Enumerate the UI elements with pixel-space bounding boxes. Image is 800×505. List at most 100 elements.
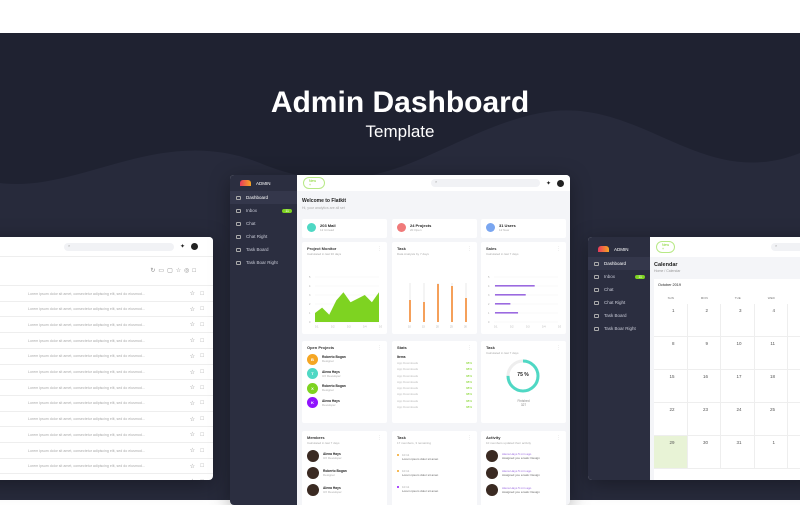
sidebar-item-task-boar-right[interactable]: Task Boar Right [588, 322, 650, 335]
calendar-day[interactable] [788, 436, 800, 469]
star-icon[interactable]: ☆ [190, 400, 195, 407]
more-icon[interactable]: ⋮ [377, 435, 382, 441]
star-icon[interactable]: ☆ [190, 369, 195, 376]
checkbox[interactable]: □ [200, 463, 204, 469]
more-icon[interactable]: ⋮ [556, 345, 561, 351]
calendar-day[interactable]: 9 [688, 337, 722, 370]
calendar-day[interactable]: 25 [755, 403, 789, 436]
calendar-day[interactable]: 31 [721, 436, 755, 469]
new-button[interactable]: New + [656, 241, 675, 253]
folder-icon[interactable]: ▢ [167, 268, 176, 274]
calendar-day[interactable] [788, 403, 800, 436]
mail-row[interactable]: Lorem ipsum dolor sit amet, consectetur … [0, 348, 213, 364]
checkbox[interactable]: □ [200, 369, 204, 375]
star-icon[interactable]: ☆ [190, 447, 195, 454]
calendar-day[interactable]: 30 [688, 436, 722, 469]
star-icon[interactable]: ☆ [190, 416, 195, 423]
calendar-day[interactable]: 4 [755, 304, 789, 337]
calendar-day[interactable] [788, 304, 800, 337]
more-icon[interactable]: ⋮ [377, 345, 382, 351]
checkbox[interactable]: □ [200, 416, 204, 422]
star-icon[interactable]: ☆ [190, 290, 195, 297]
more-icon[interactable]: ⋮ [556, 246, 561, 252]
mail-row[interactable]: AlenaLorem ipsum dolor sit amet, consect… [0, 285, 213, 301]
new-button[interactable]: New + [303, 177, 325, 189]
star-icon[interactable]: ☆ [190, 337, 195, 344]
sidebar-item-task-boar-right[interactable]: Task Boar Right [230, 256, 297, 269]
more-icon[interactable]: ⋮ [467, 246, 472, 252]
sidebar-item-chat-right[interactable]: Chat Right [588, 296, 650, 309]
sidebar-item-task-board[interactable]: Task Board [588, 309, 650, 322]
calendar-day[interactable]: 2 [688, 304, 722, 337]
more-icon[interactable]: ⋮ [377, 246, 382, 252]
search-input[interactable]: ⌕ [64, 243, 174, 251]
checkbox[interactable]: □ [200, 322, 204, 328]
mail-row[interactable]: Lorem ipsum dolor sit amet, consectetur … [0, 364, 213, 380]
mail-row[interactable]: RobertoLorem ipsum dolor sit amet, conse… [0, 316, 213, 332]
calendar-day[interactable] [788, 370, 800, 403]
more-icon[interactable]: ⋮ [556, 435, 561, 441]
calendar-day[interactable]: 15 [654, 370, 688, 403]
checkbox-icon[interactable]: □ [192, 268, 199, 274]
star-icon[interactable]: ☆ [190, 321, 195, 328]
sidebar-item-dashboard[interactable]: Dashboard [588, 257, 650, 270]
calendar-day[interactable]: 1 [654, 304, 688, 337]
star-icon[interactable]: ☆ [190, 463, 195, 470]
checkbox[interactable]: □ [200, 338, 204, 344]
notification-icon[interactable]: ✦ [546, 180, 551, 187]
calendar-day[interactable]: 16 [688, 370, 722, 403]
checkbox[interactable]: □ [200, 448, 204, 454]
avatar[interactable] [191, 243, 198, 250]
checkbox[interactable]: □ [200, 291, 204, 297]
mail-row[interactable]: AlenaLorem ipsum dolor sit amet, consect… [0, 395, 213, 411]
star-icon[interactable]: ☆ [190, 478, 195, 480]
comment-icon[interactable]: ▭ [158, 268, 167, 274]
star-icon[interactable]: ☆ [190, 306, 195, 313]
mail-row[interactable]: Lorem ipsum dolor sit amet, consectetur … [0, 301, 213, 317]
sidebar-item-dashboard[interactable]: Dashboard [230, 191, 297, 204]
mail-row[interactable]: Lorem ipsum dolor sit amet, consectetur … [0, 332, 213, 348]
calendar-day[interactable]: 8 [654, 337, 688, 370]
star-icon[interactable]: ☆ [190, 353, 195, 360]
notification-icon[interactable]: ✦ [180, 243, 185, 250]
mail-row[interactable]: RichardLorem ipsum dolor sit amet, conse… [0, 379, 213, 395]
checkbox[interactable]: □ [200, 479, 204, 480]
checkbox[interactable]: □ [200, 385, 204, 391]
checkbox[interactable]: □ [200, 353, 204, 359]
checkbox[interactable]: □ [200, 432, 204, 438]
sidebar-item-chat[interactable]: Chat [588, 283, 650, 296]
star-icon[interactable]: ☆ [190, 431, 195, 438]
calendar-day[interactable]: 17 [721, 370, 755, 403]
more-icon[interactable]: ⋮ [467, 435, 472, 441]
checkbox[interactable]: □ [200, 306, 204, 312]
star-icon[interactable]: ☆ [190, 384, 195, 391]
avatar[interactable] [557, 180, 564, 187]
mail-row[interactable]: Lorem ipsum dolor sit amet, consectetur … [0, 411, 213, 427]
checkbox[interactable]: □ [200, 400, 204, 406]
star-icon[interactable]: ☆ [176, 268, 184, 274]
calendar-day[interactable]: 1 [755, 436, 789, 469]
calendar-day[interactable] [788, 337, 800, 370]
sidebar-item-chat[interactable]: Chat [230, 217, 297, 230]
breadcrumb[interactable]: Home / Calendar [654, 269, 680, 273]
search-input[interactable]: ⌕ [771, 243, 800, 251]
sidebar-item-chat-right[interactable]: Chat Right [230, 230, 297, 243]
mail-row[interactable]: AlenaLorem ipsum dolor sit amet, consect… [0, 458, 213, 474]
mail-row[interactable]: Lorem ipsum dolor sit amet, consectetur … [0, 473, 213, 480]
search-input[interactable]: ⌕ [431, 179, 540, 187]
calendar-day[interactable]: 18 [755, 370, 789, 403]
calendar-day[interactable]: 22 [654, 403, 688, 436]
calendar-day[interactable]: 10 [721, 337, 755, 370]
more-icon[interactable]: ⋮ [467, 345, 472, 351]
mail-row[interactable]: RobertLorem ipsum dolor sit amet, consec… [0, 426, 213, 442]
calendar-day[interactable]: 11 [755, 337, 789, 370]
